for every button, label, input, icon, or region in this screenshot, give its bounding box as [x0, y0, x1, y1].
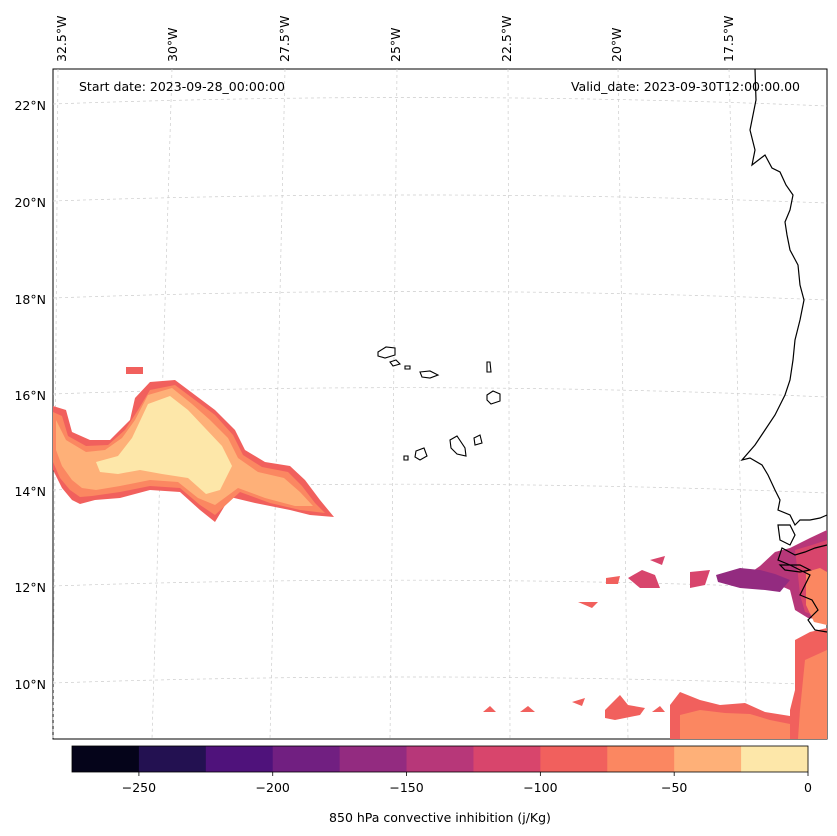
island-sao-nicolau [419, 370, 440, 379]
colorbar-tick-label: −250 [122, 780, 156, 795]
colorbar-tick-label: 0 [804, 780, 812, 795]
colorbar-tick-label: −200 [256, 780, 290, 795]
grid-lon-32-5 [52, 68, 59, 740]
grid-lat-10 [52, 676, 828, 686]
africa-coastline [740, 68, 828, 527]
colorbar-tick-label: −150 [389, 780, 423, 795]
cin-fill-east-level4 [806, 568, 827, 625]
valid-date-label: Valid_date: 2023-09-30T12:00:00.00 [571, 79, 800, 94]
cin-fill-west-spot [126, 367, 143, 374]
cin-fill-spot-e [578, 602, 598, 608]
start-date-label: Start date: 2023-09-28_00:00:00 [79, 79, 285, 94]
cin-fill-south-spot-e [652, 706, 665, 712]
lon-label-17-5: 17.5°W [721, 16, 736, 62]
lon-label-20: 20°W [609, 27, 624, 62]
colorbar-tick-label: −50 [661, 780, 687, 795]
lon-label-22-5: 22.5°W [499, 16, 514, 62]
africa-coastline-south [777, 544, 828, 633]
lon-label-30: 30°W [165, 27, 180, 62]
lon-label-32-5: 32.5°W [54, 16, 69, 62]
lat-label-22: 22°N [14, 98, 46, 113]
lat-label-18: 18°N [14, 292, 46, 307]
island-fogo [414, 447, 428, 461]
cin-fill-south-spot-d [572, 698, 585, 706]
colorbar-swatch [205, 746, 274, 772]
cin-fill-south-spot-c [520, 706, 535, 712]
lat-label-20: 20°N [14, 195, 46, 210]
lon-label-25: 25°W [388, 27, 403, 62]
grid-lat-12 [52, 579, 828, 590]
grid-lon-20 [617, 68, 629, 740]
lat-label-14: 14°N [14, 484, 46, 499]
island-boa-vista [486, 390, 501, 405]
island-brava [403, 455, 409, 461]
colorbar-swatch [72, 746, 140, 772]
colorbar-swatch [674, 746, 742, 772]
grid-lat-18 [52, 291, 828, 301]
cin-fill-south-spot-a [605, 695, 645, 720]
colorbar-swatch [741, 746, 809, 772]
cin-fill-spot-c [606, 576, 620, 584]
coast-detail [777, 524, 796, 546]
cin-fill-west-level4 [96, 396, 232, 494]
colorbar-title: 850 hPa convective inhibition (j/Kg) [329, 810, 551, 825]
cin-fill-spot-d [650, 556, 665, 565]
island-maio [473, 434, 483, 446]
colorbar-swatch [272, 746, 341, 772]
lat-label-10: 10°N [14, 677, 46, 692]
cin-fill-spot-a [628, 570, 660, 588]
colorbar-swatch [138, 746, 207, 772]
island-santa-luzia [404, 365, 411, 370]
colorbar-swatch [339, 746, 408, 772]
latitude-labels: 22°N 20°N 18°N 16°N 14°N 12°N 10°N [14, 98, 46, 692]
grid-lon-25 [389, 68, 398, 740]
cin-fill-spot-b [690, 570, 710, 588]
grid-lon-30 [151, 68, 173, 740]
cin-fill-east-coast-inner [798, 650, 827, 739]
grid-lat-20 [52, 194, 828, 204]
colorbar-swatch [540, 746, 608, 772]
cape-verde-islands [377, 346, 501, 461]
cin-fill-east-level2 [716, 568, 790, 592]
colorbar-swatches [72, 746, 809, 772]
grid-lon-22-5 [507, 68, 511, 740]
cin-region-west [53, 367, 334, 522]
colorbar: −250 −200 −150 −100 −50 0 850 hPa convective … [71, 745, 812, 825]
lon-label-27-5: 27.5°W [277, 16, 292, 62]
island-sal [486, 361, 492, 373]
grid-lon-27-5 [269, 68, 286, 740]
lat-label-16: 16°N [14, 388, 46, 403]
lat-label-12: 12°N [14, 580, 46, 595]
colorbar-swatch [406, 746, 474, 772]
colorbar-border [71, 745, 809, 773]
gambia-outline [778, 564, 812, 573]
cin-region-south [483, 692, 790, 739]
island-santo-antao [377, 346, 396, 359]
colorbar-ticks: −250 −200 −150 −100 −50 0 [122, 772, 812, 795]
colorbar-tick-label: −100 [523, 780, 557, 795]
colorbar-swatch [473, 746, 541, 772]
longitude-labels: 32.5°W 30°W 27.5°W 25°W 22.5°W 20°W 17.5… [54, 16, 736, 62]
island-sao-vicente [389, 359, 402, 367]
cin-fill-south-level2 [680, 710, 790, 739]
map-content [52, 68, 828, 740]
colorbar-swatch [607, 746, 675, 772]
grid-lat-22 [52, 97, 828, 107]
grid-lon-17-5 [728, 68, 748, 740]
island-santiago [449, 435, 467, 457]
cin-fill-south-spot-b [483, 706, 496, 712]
